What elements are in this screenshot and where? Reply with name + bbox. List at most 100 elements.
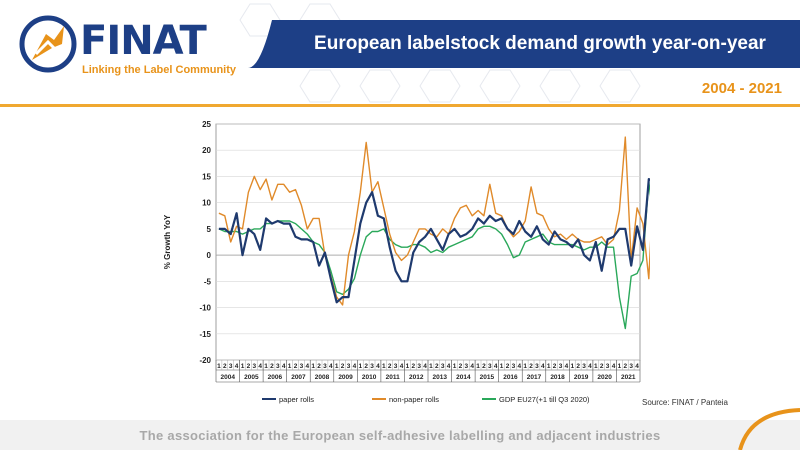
title-band xyxy=(248,20,800,68)
orange-swoosh-decoration xyxy=(738,408,800,450)
x-quarter-label: 1 xyxy=(382,363,386,370)
x-quarter-label: 1 xyxy=(335,363,339,370)
legend-entry: paper rolls xyxy=(279,395,314,404)
x-quarter-label: 1 xyxy=(618,363,622,370)
x-quarter-label: 3 xyxy=(347,363,351,370)
x-quarter-label: 2 xyxy=(364,363,368,370)
x-quarter-label: 4 xyxy=(588,363,592,370)
x-quarter-label: 4 xyxy=(305,363,309,370)
x-quarter-label: 3 xyxy=(488,363,492,370)
x-quarter-label: 3 xyxy=(441,363,445,370)
finat-logo-emblem-icon xyxy=(19,15,77,73)
x-year-label: 2014 xyxy=(456,374,471,381)
plot-area-frame xyxy=(215,123,641,361)
x-quarter-label: 4 xyxy=(423,363,427,370)
year-range: 2004 - 2021 xyxy=(701,80,782,97)
x-year-label: 2008 xyxy=(315,374,330,381)
x-quarter-label: 2 xyxy=(506,363,510,370)
x-year-label: 2004 xyxy=(221,374,236,381)
x-quarter-label: 4 xyxy=(376,363,380,370)
x-quarter-label: 1 xyxy=(358,363,362,370)
x-quarter-label: 3 xyxy=(300,363,304,370)
header-divider xyxy=(0,104,800,107)
x-quarter-label: 2 xyxy=(247,363,251,370)
x-year-label: 2006 xyxy=(268,374,283,381)
y-tick-label: -10 xyxy=(199,304,211,313)
x-quarter-label: 2 xyxy=(341,363,345,370)
x-quarter-label: 2 xyxy=(623,363,627,370)
footer-bar xyxy=(0,420,800,450)
x-quarter-label: 3 xyxy=(229,363,233,370)
x-year-label: 2018 xyxy=(550,374,565,381)
logo-tagline: Linking the Label Community xyxy=(82,64,237,76)
x-year-label: 2007 xyxy=(291,374,306,381)
x-quarter-label: 3 xyxy=(417,363,421,370)
x-year-label: 2017 xyxy=(527,374,542,381)
x-year-label: 2015 xyxy=(480,374,495,381)
x-quarter-label: 2 xyxy=(553,363,557,370)
y-tick-label: 25 xyxy=(202,120,211,129)
x-year-label: 2012 xyxy=(409,374,424,381)
chart-source-note: Source: FINAT / Panteia xyxy=(642,398,728,407)
x-year-label: 2009 xyxy=(338,374,353,381)
x-quarter-label: 3 xyxy=(535,363,539,370)
x-quarter-label: 1 xyxy=(594,363,598,370)
x-quarter-label: 2 xyxy=(576,363,580,370)
x-quarter-label: 3 xyxy=(629,363,633,370)
x-quarter-label: 3 xyxy=(582,363,586,370)
x-quarter-label: 4 xyxy=(517,363,521,370)
x-quarter-label: 1 xyxy=(570,363,574,370)
y-tick-label: 15 xyxy=(202,172,211,181)
y-tick-label: 5 xyxy=(207,225,212,234)
x-quarter-label: 1 xyxy=(288,363,292,370)
x-quarter-label: 3 xyxy=(512,363,516,370)
x-quarter-label: 4 xyxy=(282,363,286,370)
x-quarter-label: 4 xyxy=(635,363,639,370)
x-quarter-label: 1 xyxy=(476,363,480,370)
series-line-0 xyxy=(218,177,650,304)
x-quarter-label: 1 xyxy=(241,363,245,370)
x-quarter-label: 1 xyxy=(523,363,527,370)
x-quarter-label: 4 xyxy=(235,363,239,370)
x-quarter-label: 3 xyxy=(606,363,610,370)
y-tick-label: 20 xyxy=(202,146,211,155)
x-quarter-label: 4 xyxy=(494,363,498,370)
x-quarter-label: 1 xyxy=(547,363,551,370)
x-quarter-label: 3 xyxy=(276,363,280,370)
x-quarter-label: 1 xyxy=(264,363,268,370)
x-quarter-label: 3 xyxy=(252,363,256,370)
x-quarter-label: 2 xyxy=(223,363,227,370)
x-year-label: 2010 xyxy=(362,374,377,381)
x-quarter-label: 4 xyxy=(400,363,404,370)
x-quarter-label: 2 xyxy=(270,363,274,370)
y-axis-label: % Growth YoY xyxy=(163,214,172,269)
series-line-1 xyxy=(218,136,650,306)
x-quarter-label: 4 xyxy=(612,363,616,370)
x-quarter-label: 1 xyxy=(429,363,433,370)
hexagon-background-pattern xyxy=(239,3,641,103)
x-quarter-label: 3 xyxy=(464,363,468,370)
y-tick-label: 0 xyxy=(207,251,212,260)
x-year-label: 2011 xyxy=(386,374,400,381)
y-tick-label: 10 xyxy=(202,199,211,208)
x-quarter-label: 2 xyxy=(600,363,604,370)
x-quarter-label: 1 xyxy=(500,363,504,370)
legend-entry: non-paper rolls xyxy=(389,395,439,404)
x-year-label: 2021 xyxy=(621,374,636,381)
x-year-label: 2005 xyxy=(244,374,259,381)
x-quarter-label: 4 xyxy=(565,363,569,370)
x-quarter-label: 4 xyxy=(541,363,545,370)
x-quarter-label: 2 xyxy=(529,363,533,370)
x-quarter-label: 3 xyxy=(370,363,374,370)
y-tick-label: -20 xyxy=(199,356,211,365)
x-quarter-label: 2 xyxy=(388,363,392,370)
series-line-2 xyxy=(218,180,650,330)
y-tick-label: -5 xyxy=(204,277,212,286)
x-quarter-label: 1 xyxy=(453,363,457,370)
x-year-label: 2020 xyxy=(597,374,612,381)
x-quarter-label: 4 xyxy=(470,363,474,370)
x-quarter-label: 4 xyxy=(258,363,262,370)
x-quarter-label: 2 xyxy=(459,363,463,370)
finat-logo: FINAT Linking the Label Community xyxy=(18,14,236,80)
